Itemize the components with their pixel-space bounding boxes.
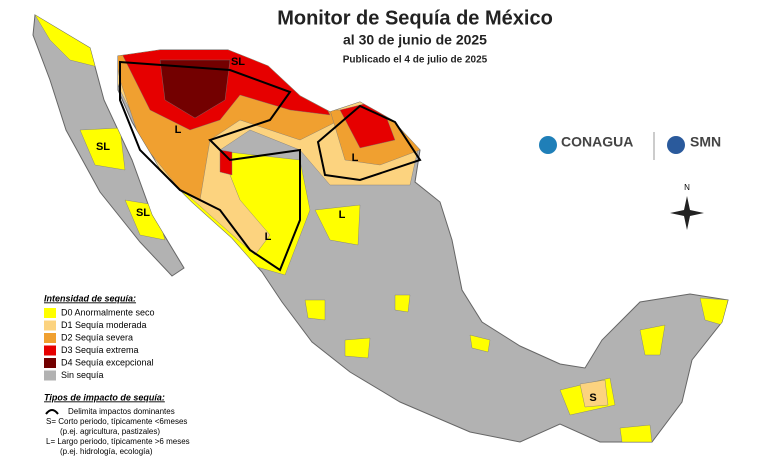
north-arrow: N [670,183,704,230]
logo-conagua: CONAGUA [561,134,633,150]
subtitle: al 30 de junio de 2025 [343,32,487,48]
drought-region [469,334,491,353]
published: Publicado el 4 de julio de 2025 [343,55,488,66]
impact-item: (p.ej. hidrología, ecología) [60,447,153,456]
legend-label: D3 Sequía extrema [61,345,139,355]
map-labels: SL L L SL SL L L S [96,56,597,404]
impact-label: L [352,152,359,164]
drought-region [304,299,326,321]
boundary-sample [45,409,59,415]
drought-region [639,324,666,356]
legend-swatch [44,308,56,318]
drought-region [314,204,361,246]
impact-legend: Tipos de impacto de sequía: Delimita imp… [44,392,190,456]
legend-label: D0 Anormalmente seco [61,307,155,317]
drought-region [579,379,609,408]
logos: CONAGUA SMN [539,132,721,160]
impact-label: L [339,209,346,221]
drought-region [159,59,231,119]
drought-region [344,337,371,359]
logo-icon [667,136,685,154]
drought-region [219,149,233,176]
legend-swatch [44,333,56,343]
impact-title: Tipos de impacto de sequía: [44,392,165,402]
impact-item: Delimita impactos dominantes [68,407,175,416]
logo-icon [539,136,557,154]
drought-region [619,424,653,442]
north-label: N [684,183,690,192]
legend-swatch [44,358,56,368]
impact-label: S [589,392,596,404]
impact-label: SL [231,56,245,68]
drought-region [394,294,411,313]
impact-item: (p.ej. agricultura, pastizales) [60,427,160,436]
legend-label: D4 Sequía excepcional [61,357,154,367]
legend-title: Intensidad de sequía: [44,293,136,303]
impact-label: L [175,124,182,136]
title: Monitor de Sequía de México [277,7,553,29]
legend-label: D2 Sequía severa [61,332,133,342]
impact-item: S= Corto periodo, típicamente <6meses [46,417,187,426]
legend-swatch [44,320,56,331]
impact-label: SL [96,141,110,153]
impact-boundary [316,104,422,182]
legend-swatch [44,345,56,356]
legend: Intensidad de sequía: D0 Anormalmente se… [44,293,155,381]
impact-label: SL [136,207,150,219]
impact-item: L= Largo periodo, típicamente >6 meses [46,437,190,446]
legend-label: D1 Sequía moderada [61,320,147,330]
drought-region [79,127,126,171]
legend-label: Sin sequía [61,370,104,380]
logo-smn: SMN [690,134,721,150]
legend-swatch [44,370,56,381]
impact-boundary [119,60,301,272]
impact-label: L [265,231,272,243]
